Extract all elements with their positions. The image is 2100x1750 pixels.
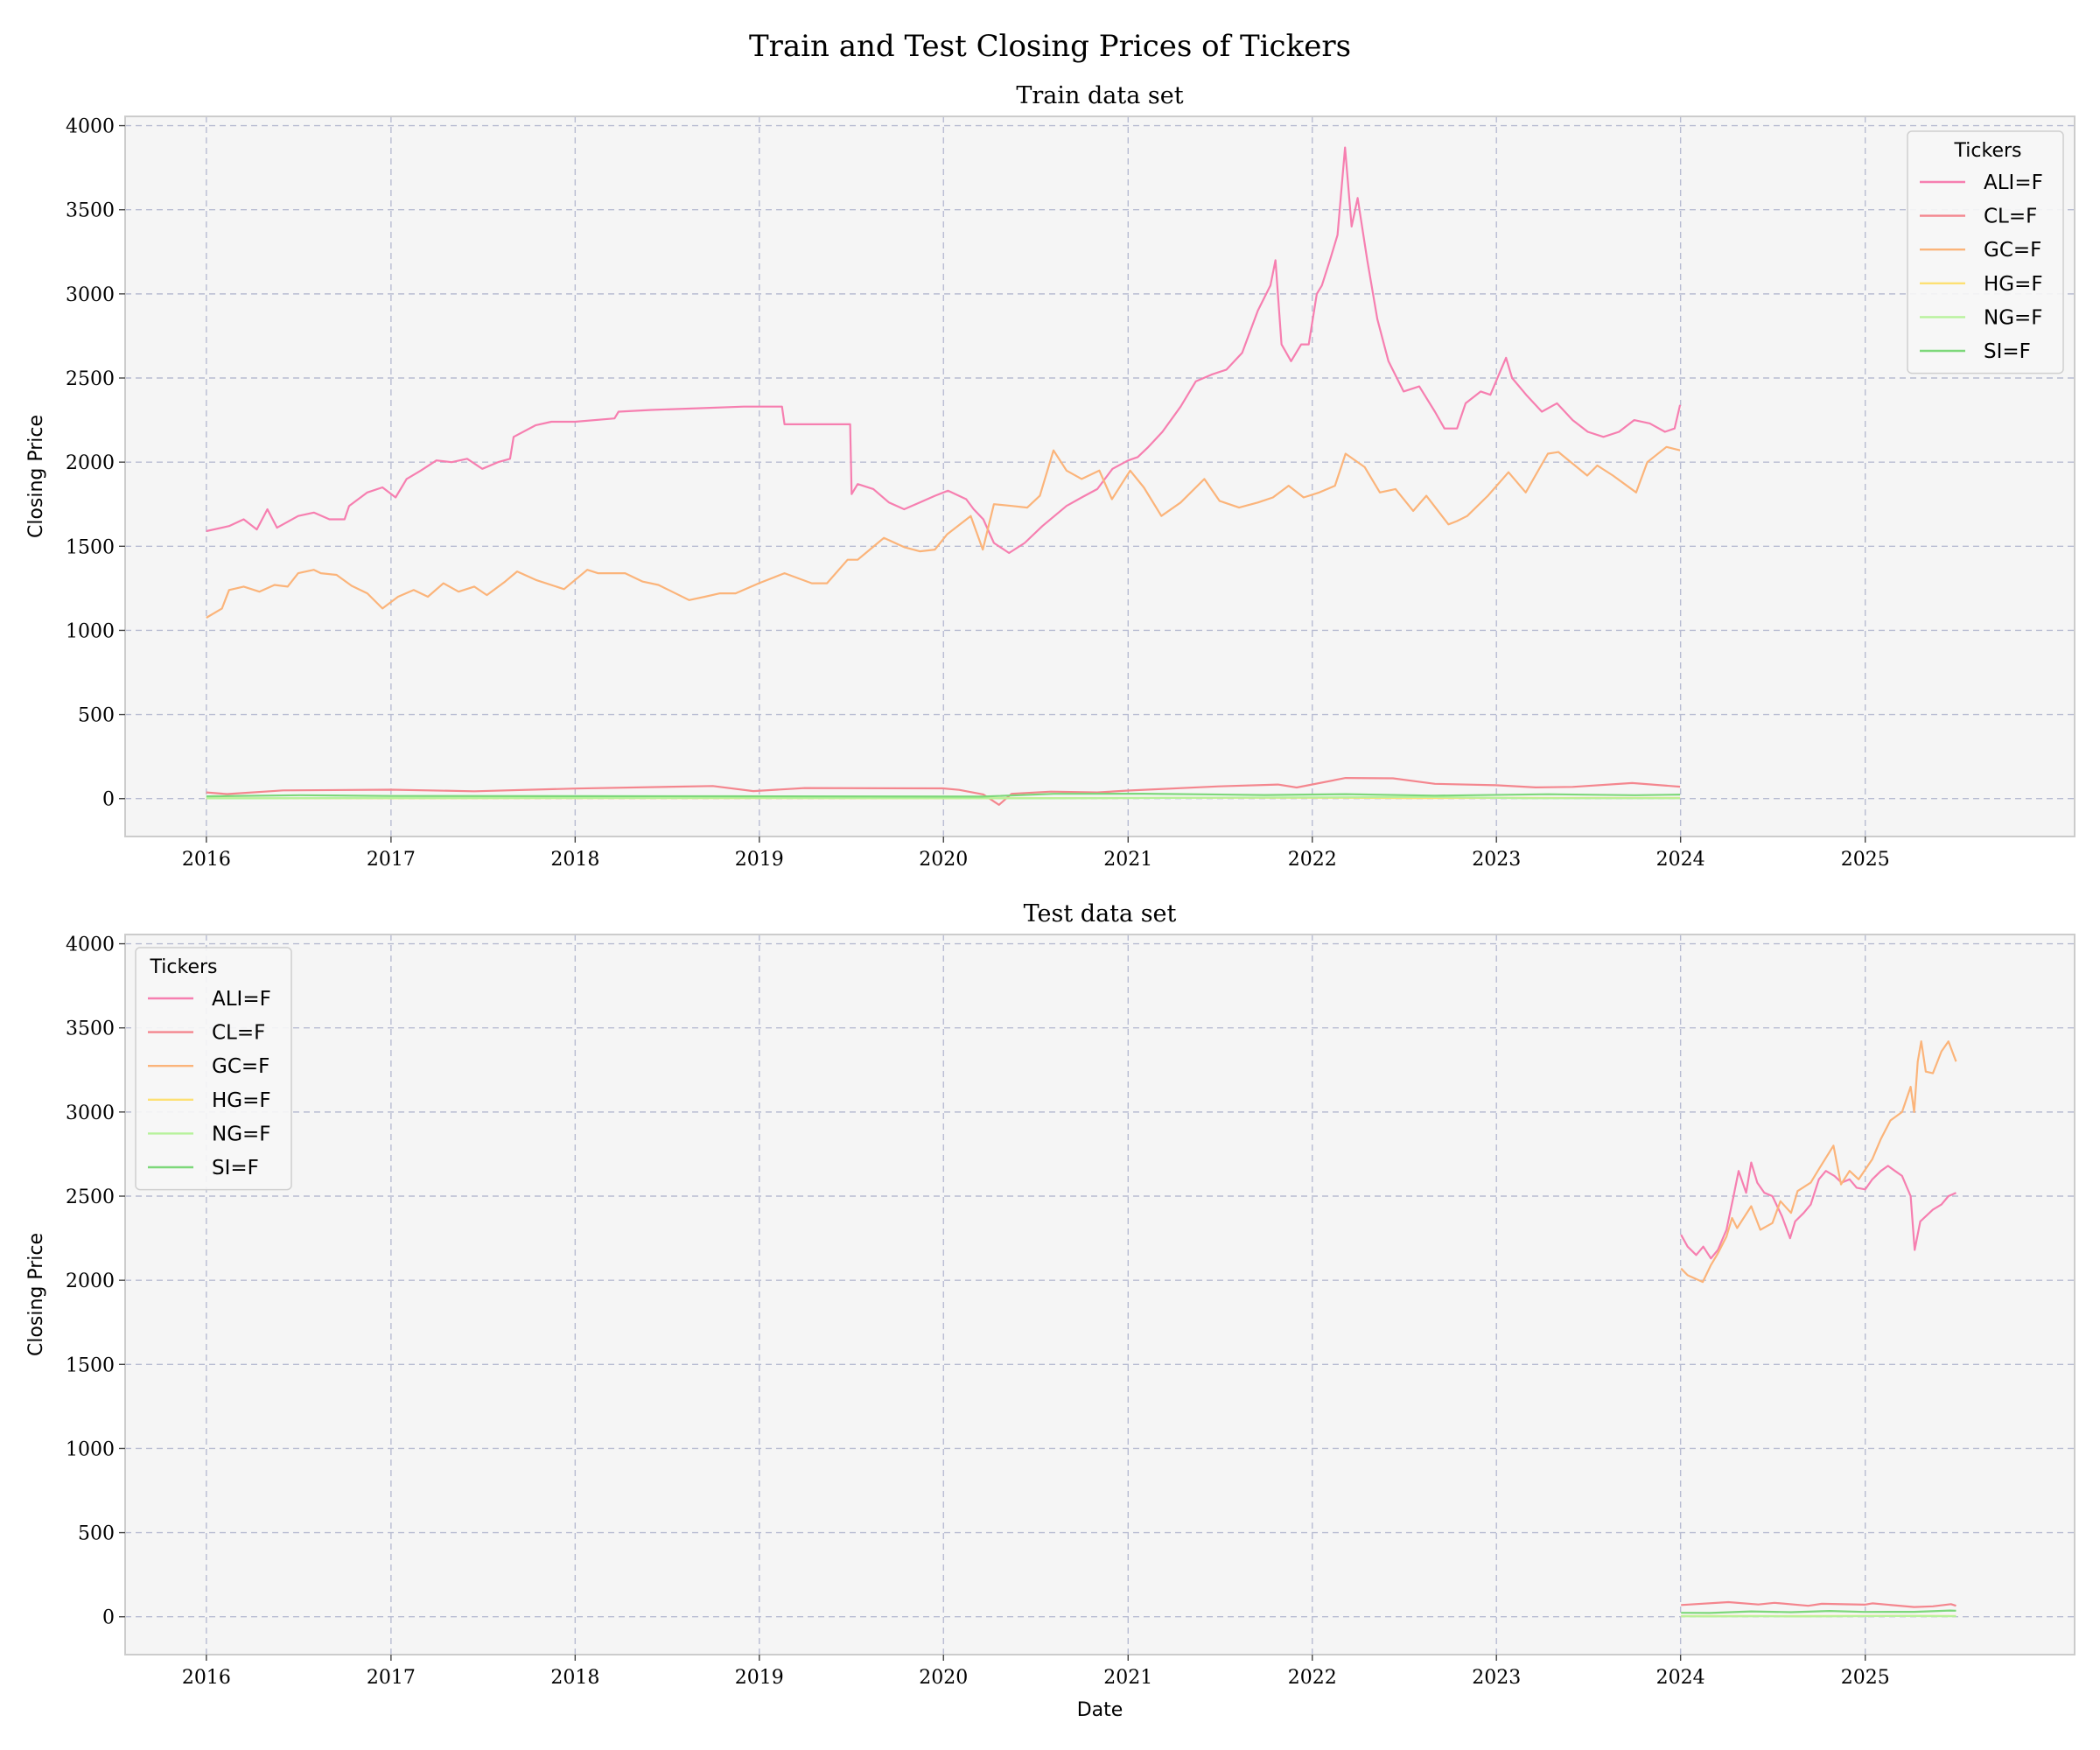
test-plot-area (125, 934, 2075, 1655)
test-y-tick-label: 2000 (66, 1270, 115, 1292)
train-x-tick-label: 2016 (182, 849, 231, 871)
train-series-line-gc-f (206, 445, 1681, 619)
figure-title: Train and Test Closing Prices of Tickers (749, 29, 1351, 64)
train-series-line-ali-f (206, 146, 1682, 555)
train-x-tick-label: 2019 (735, 849, 784, 871)
test-chart-title: Test data set (1024, 900, 1177, 928)
train-chart-title: Train data set (1016, 82, 1183, 109)
test-legend-label-si-f: SI=F (212, 1157, 259, 1180)
test-legend-label-ng-f: NG=F (212, 1123, 271, 1145)
test-series-line-ng-f (1681, 1614, 1956, 1618)
train-y-axis-label: Closing Price (25, 415, 47, 538)
train-series-line-cl-f (206, 777, 1681, 806)
test-y-tick-label: 3500 (66, 1018, 115, 1040)
test-chart-panel: 2016 2017 2018 2019 2020 2021 2022 2023 2024 2025… (25, 900, 2076, 1721)
train-legend-label-ali-f: ALI=F (1984, 172, 2043, 194)
test-series-line-si-f (1681, 1609, 1956, 1614)
test-x-tick-label: 2023 (1472, 1667, 1521, 1689)
test-y-tick-label: 2500 (66, 1186, 115, 1208)
train-y-tick-label: 3500 (66, 200, 115, 222)
train-legend-label-si-f: SI=F (1984, 340, 2031, 363)
test-series (1680, 1040, 1957, 1618)
train-gridlines (125, 116, 2075, 836)
train-legend: Tickers ALI=F CL=F GC=F HG=F NG=F SI=F (1907, 130, 2064, 374)
test-x-tick-label: 2017 (367, 1667, 416, 1689)
test-y-tick-label: 1500 (66, 1354, 115, 1376)
train-y-tick-label: 0 (102, 789, 115, 811)
test-legend-label-ali-f: ALI=F (212, 988, 271, 1011)
test-legend-box (135, 947, 292, 1191)
test-legend-label-cl-f: CL=F (212, 1022, 265, 1045)
test-y-tick-label: 1000 (66, 1438, 115, 1460)
test-x-tick-label: 2020 (919, 1667, 968, 1689)
train-x-tick-label: 2020 (919, 849, 968, 871)
test-axes-frame (124, 934, 2076, 1656)
test-x-tick-label: 2024 (1656, 1667, 1705, 1689)
test-x-tick-label: 2022 (1288, 1667, 1337, 1689)
test-legend-label-hg-f: HG=F (212, 1089, 271, 1112)
train-axes-frame (124, 116, 2076, 837)
train-y-tick-label: 4000 (66, 116, 115, 138)
train-x-tick-label: 2023 (1472, 849, 1521, 871)
train-x-tick-label: 2022 (1288, 849, 1337, 871)
train-legend-label-hg-f: HG=F (1984, 273, 2043, 296)
test-legend-label-gc-f: GC=F (212, 1055, 270, 1078)
test-x-tick-label: 2018 (550, 1667, 599, 1689)
train-series (206, 146, 1682, 806)
train-x-tick-label: 2025 (1841, 849, 1890, 871)
test-legend: Tickers ALI=F CL=F GC=F HG=F NG=F SI=F (135, 947, 292, 1191)
test-y-tick-label: 500 (78, 1523, 115, 1545)
test-x-tick-label: 2019 (735, 1667, 784, 1689)
test-series-line-gc-f (1680, 1040, 1957, 1284)
train-y-tick-label: 2500 (66, 368, 115, 390)
train-x-tick-label: 2017 (367, 849, 416, 871)
test-x-axis-label: Date (1077, 1699, 1124, 1721)
train-y-tick-label: 3000 (66, 284, 115, 306)
test-x-tick-label: 2025 (1841, 1667, 1890, 1689)
train-x-tick-label: 2018 (550, 849, 599, 871)
test-y-tick-label: 3000 (66, 1102, 115, 1124)
train-legend-box (1907, 130, 2064, 374)
train-x-tick-label: 2021 (1103, 849, 1152, 871)
test-gridlines (125, 934, 2075, 1655)
test-y-tick-label: 4000 (66, 934, 115, 956)
test-y-axis-label: Closing Price (25, 1233, 47, 1356)
train-y-tick-label: 1000 (66, 620, 115, 642)
train-y-tick-label: 1500 (66, 536, 115, 558)
train-y-tick-label: 2000 (66, 452, 115, 474)
test-series-line-ali-f (1680, 1161, 1956, 1260)
test-series-line-cl-f (1681, 1600, 1956, 1608)
train-legend-title: Tickers (1954, 140, 2022, 162)
test-x-tick-label: 2021 (1103, 1667, 1152, 1689)
train-legend-label-cl-f: CL=F (1984, 206, 2037, 228)
train-legend-label-ng-f: NG=F (1984, 306, 2043, 329)
train-x-tick-label: 2024 (1656, 849, 1705, 871)
train-plot-area (125, 116, 2075, 836)
train-series-line-si-f (206, 793, 1681, 798)
train-series-line-ng-f (206, 795, 1681, 800)
train-y-tick-label: 500 (78, 705, 115, 727)
test-y-tick-label: 0 (102, 1607, 115, 1629)
test-legend-title: Tickers (150, 956, 218, 978)
test-x-tick-label: 2016 (182, 1667, 231, 1689)
train-chart-panel: 2016 2017 2018 2019 2020 2021 2022 2023 2024 2025… (25, 82, 2076, 871)
train-legend-label-gc-f: GC=F (1984, 239, 2041, 262)
